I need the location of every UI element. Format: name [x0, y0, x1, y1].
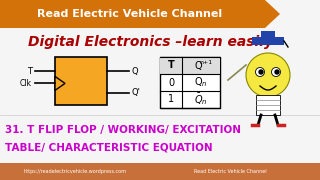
Bar	[160, 57, 220, 108]
Text: $\bar{Q}_n$: $\bar{Q}_n$	[194, 92, 208, 107]
Polygon shape	[0, 0, 280, 28]
Text: T: T	[168, 60, 174, 71]
Circle shape	[259, 70, 263, 74]
Bar	[0, 163, 320, 180]
Circle shape	[255, 68, 265, 76]
Text: Read Electric Vehicle Channel: Read Electric Vehicle Channel	[194, 169, 266, 174]
Text: Digital Electronics –learn easily: Digital Electronics –learn easily	[28, 35, 273, 49]
Text: Clk: Clk	[20, 79, 32, 88]
Text: Read Electric Vehicle Channel: Read Electric Vehicle Channel	[37, 9, 223, 19]
Text: 0: 0	[168, 78, 174, 87]
Bar	[252, 37, 284, 45]
Bar	[256, 95, 280, 115]
Text: n+1: n+1	[199, 60, 212, 65]
Text: 31. T FLIP FLOP / WORKING/ EXCITATION: 31. T FLIP FLOP / WORKING/ EXCITATION	[5, 125, 241, 135]
Text: Q: Q	[131, 67, 138, 76]
Text: Q': Q'	[131, 89, 140, 98]
Text: Q$_n$: Q$_n$	[194, 76, 208, 89]
Text: https://readelectricvehicle.wordpress.com: https://readelectricvehicle.wordpress.co…	[23, 169, 126, 174]
Polygon shape	[55, 76, 65, 90]
Circle shape	[275, 70, 279, 74]
Circle shape	[271, 68, 281, 76]
Text: 1: 1	[168, 94, 174, 105]
Text: T: T	[27, 67, 32, 76]
Bar	[261, 31, 275, 39]
Bar	[160, 57, 220, 74]
Text: Q: Q	[194, 60, 202, 71]
Bar	[55, 57, 107, 105]
Text: TABLE/ CHARACTERISTIC EQUATION: TABLE/ CHARACTERISTIC EQUATION	[5, 143, 212, 153]
Circle shape	[246, 53, 290, 97]
